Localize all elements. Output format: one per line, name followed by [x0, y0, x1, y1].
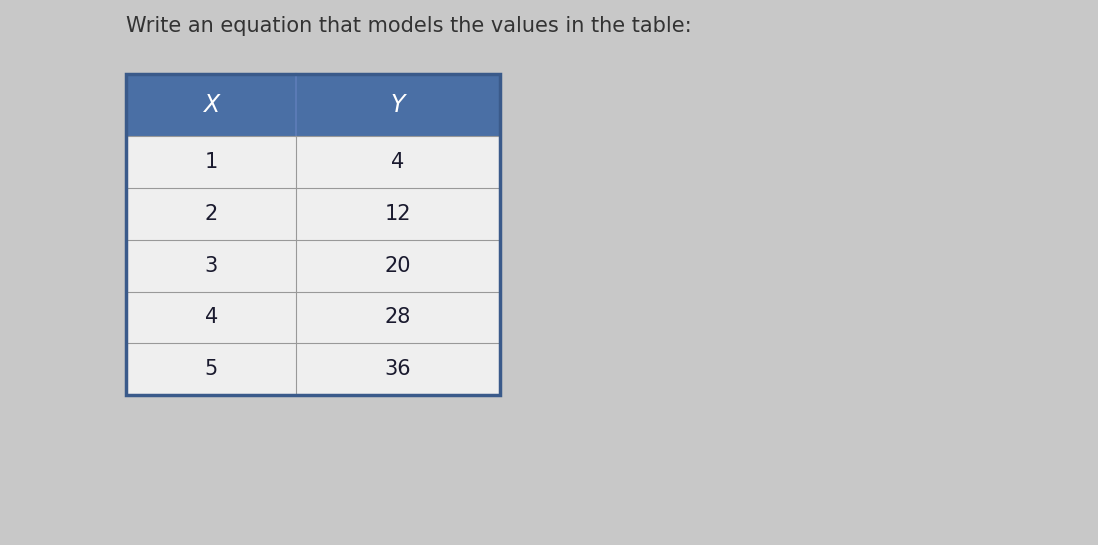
- FancyBboxPatch shape: [126, 74, 500, 136]
- FancyBboxPatch shape: [126, 292, 500, 343]
- Text: Write an equation that models the values in the table:: Write an equation that models the values…: [126, 16, 692, 37]
- Text: 5: 5: [204, 359, 219, 379]
- Text: 28: 28: [384, 307, 412, 328]
- FancyBboxPatch shape: [126, 136, 500, 188]
- Text: 20: 20: [384, 256, 412, 276]
- Text: 36: 36: [384, 359, 412, 379]
- FancyBboxPatch shape: [126, 188, 500, 240]
- Text: Y: Y: [391, 93, 405, 117]
- FancyBboxPatch shape: [126, 343, 500, 395]
- Text: X: X: [203, 93, 220, 117]
- Text: 3: 3: [204, 256, 219, 276]
- Text: 1: 1: [204, 152, 219, 172]
- Text: 2: 2: [204, 204, 219, 224]
- Text: 4: 4: [204, 307, 219, 328]
- Text: 12: 12: [384, 204, 412, 224]
- FancyBboxPatch shape: [126, 240, 500, 292]
- Text: 4: 4: [391, 152, 405, 172]
